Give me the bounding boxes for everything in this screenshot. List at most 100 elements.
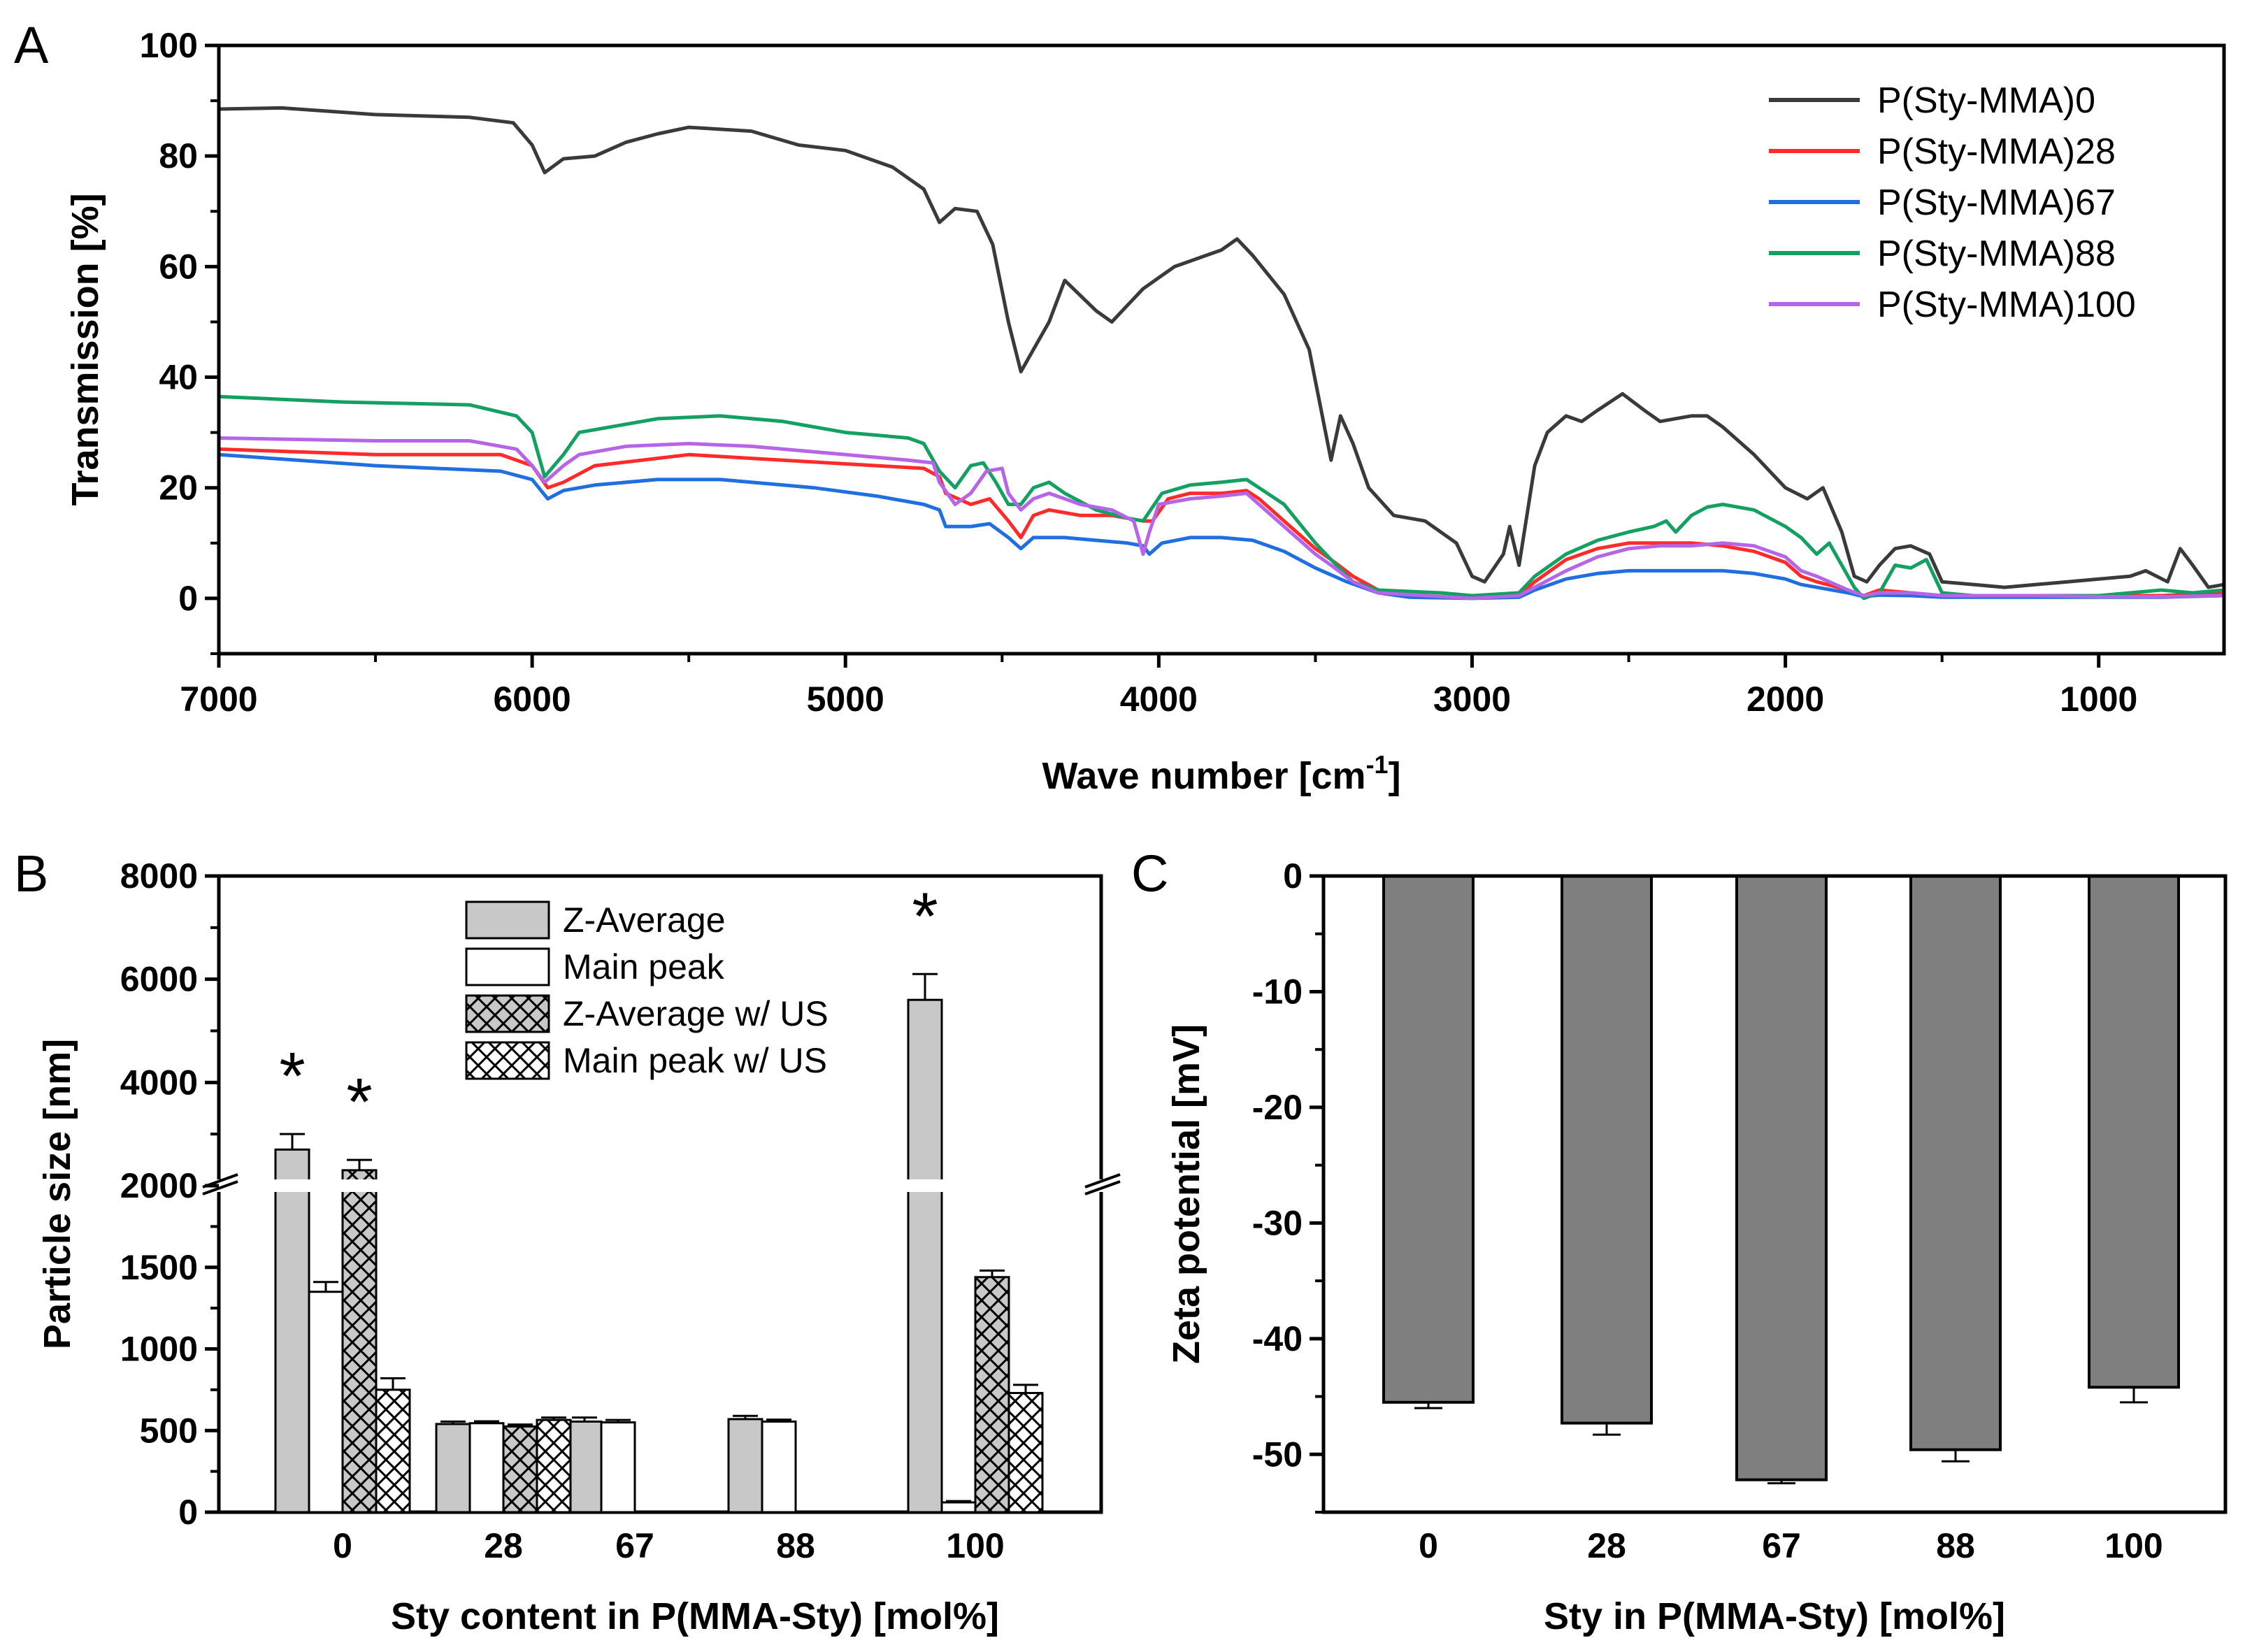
y-tick-label: 100 (140, 26, 198, 65)
panel-a-x-axis-label: Wave number [cm-1] (1042, 750, 1400, 797)
y-tick-label: 8000 (120, 856, 198, 896)
panel-c-x-ticks: 0 28 67 88 100 (1419, 1526, 2163, 1565)
significance-star-2: * (912, 879, 938, 954)
break-gap (203, 1179, 1112, 1192)
y-tick-label: 1000 (120, 1330, 198, 1369)
panel-c-bar-chart: 0 -10 -20 -30 -40 -50 0 28 67 88 100 Sty in P(MMA… (1165, 856, 2228, 1637)
y-tick-label: 0 (1283, 856, 1303, 896)
bar-3-0 (375, 1388, 411, 1514)
bar-1-3 (761, 1420, 797, 1514)
panel-b-letter: B (14, 845, 48, 903)
x-tick-label: 2000 (1746, 680, 1824, 719)
bar-2-0 (341, 1169, 378, 1514)
series-line-3 (218, 394, 2225, 601)
x-tick-label: 5000 (807, 680, 884, 719)
bar-3-1 (536, 1418, 572, 1514)
y-tick-label: 2000 (120, 1166, 198, 1205)
bar-1-4 (940, 1501, 977, 1514)
x-tick-label: 0 (1419, 1526, 1438, 1565)
bar-0 (1382, 875, 1475, 1404)
break-slash-right (1084, 1180, 1121, 1195)
panel-b-bars: * * * (274, 879, 1044, 1514)
series-line-1 (218, 447, 2225, 601)
panel-c-y-axis-label: Zeta potential [mV] (1165, 1024, 1207, 1364)
x-tick-label: 7000 (180, 680, 257, 719)
y-tick-label: 6000 (120, 960, 198, 999)
bar-1-0 (308, 1291, 344, 1514)
bar-1-2 (600, 1421, 636, 1514)
panel-b-legend: Z-Average Main peak Z-Average w/ US Main pe… (465, 900, 829, 1080)
y-tick-label: 0 (178, 579, 198, 618)
panel-a-plot-frame (217, 43, 2226, 656)
x-tick-label: 67 (1762, 1526, 1801, 1565)
y-tick-label: 1500 (120, 1248, 198, 1287)
panel-b-plot-frame (217, 874, 1103, 1514)
legend-label-0: Z-Average (563, 900, 726, 940)
bar-2 (1735, 875, 1828, 1481)
x-tick-label: 1000 (2060, 680, 2137, 719)
panel-a-y-axis-label: Transmission [%] (64, 193, 106, 505)
break-slash-right (1084, 1173, 1121, 1188)
x-tick-label: 100 (2104, 1526, 2162, 1565)
panel-b-y-ticks: 0 500 1000 1500 2000 4000 6000 8000 (120, 856, 219, 1532)
x-tick-label: 100 (946, 1526, 1004, 1565)
legend-swatch-1 (465, 947, 550, 986)
legend-swatch-2 (465, 994, 550, 1033)
panel-b-y-axis-label: Particle size [nm] (36, 1039, 78, 1349)
legend-label-2: Z-Average w/ US (563, 994, 829, 1033)
legend-label-3: Main peak w/ US (563, 1041, 827, 1080)
y-tick-label: -10 (1252, 972, 1303, 1011)
y-tick-label: 0 (178, 1493, 198, 1532)
y-tick-label: -50 (1252, 1435, 1303, 1474)
legend-label-3: P(Sty-MMA)88 (1877, 234, 2116, 274)
bar-0-4 (907, 998, 943, 1514)
legend-label-1: Main peak (563, 947, 725, 986)
panel-a-series-lines (218, 106, 2225, 601)
y-tick-label: 4000 (120, 1063, 198, 1102)
y-tick-label: 40 (159, 358, 198, 397)
y-tick-label: 60 (159, 247, 198, 286)
x-tick-label: 28 (1587, 1526, 1626, 1565)
panel-b-x-axis-label: Sty content in P(MMA-Sty) [mol%] (391, 1595, 999, 1637)
legend-swatch-0 (465, 900, 550, 940)
panel-c-y-ticks: 0 -10 -20 -30 -40 -50 (1252, 856, 1324, 1514)
legend-label-2: P(Sty-MMA)67 (1877, 182, 2116, 223)
panel-a-line-chart: 7000 6000 5000 4000 3000 2000 1000 0 20 40 60 80 10… (64, 26, 2226, 797)
bar-2-1 (502, 1425, 538, 1514)
bar-0-1 (435, 1423, 471, 1514)
y-tick-label: 20 (159, 468, 198, 508)
significance-star-0: * (279, 1039, 305, 1114)
panel-a-letter: A (14, 16, 49, 74)
y-tick-label: -20 (1252, 1088, 1303, 1127)
panel-b-bar-chart: * * * 0 500 1000 1500 2000 4000 6000 8000 0 28 67 88… (36, 856, 1121, 1637)
panel-c-plot-frame (1321, 874, 2228, 1514)
x-tick-label: 4000 (1120, 680, 1198, 719)
bar-3-4 (1007, 1392, 1044, 1514)
series-line-4 (218, 436, 2225, 601)
x-tick-label: 28 (484, 1526, 523, 1565)
legend-swatch-3 (465, 1041, 550, 1080)
legend-label-1: P(Sty-MMA)28 (1877, 131, 2116, 172)
y-tick-label: -40 (1252, 1319, 1303, 1358)
panel-a-x-ticks: 7000 6000 5000 4000 3000 2000 1000 (180, 654, 2137, 719)
panel-c-bars (1382, 875, 2180, 1485)
x-tick-label: 0 (333, 1526, 352, 1565)
legend-label-4: P(Sty-MMA)100 (1877, 285, 2136, 325)
panel-c-x-axis-label: Sty in P(MMA-Sty) [mol%] (1544, 1595, 2005, 1637)
x-tick-label: 88 (1936, 1526, 1975, 1565)
y-tick-label: 80 (159, 136, 198, 175)
panel-c-letter: C (1131, 845, 1168, 903)
bar-0-2 (566, 1420, 603, 1514)
panel-a-legend: P(Sty-MMA)0 P(Sty-MMA)28 P(Sty-MMA)67 P(Sty… (1769, 80, 2136, 325)
panel-b-axis-break (202, 1173, 1121, 1195)
y-tick-label: -30 (1252, 1203, 1303, 1242)
bar-0-3 (727, 1418, 763, 1514)
bar-1 (1561, 875, 1653, 1425)
bar-2-4 (974, 1276, 1010, 1514)
series-line-2 (218, 452, 2225, 601)
bar-3 (1909, 875, 2002, 1451)
x-tick-label: 6000 (494, 680, 571, 719)
panel-b-x-ticks: 0 28 67 88 100 (333, 1526, 1005, 1565)
y-tick-label: 500 (140, 1411, 198, 1450)
